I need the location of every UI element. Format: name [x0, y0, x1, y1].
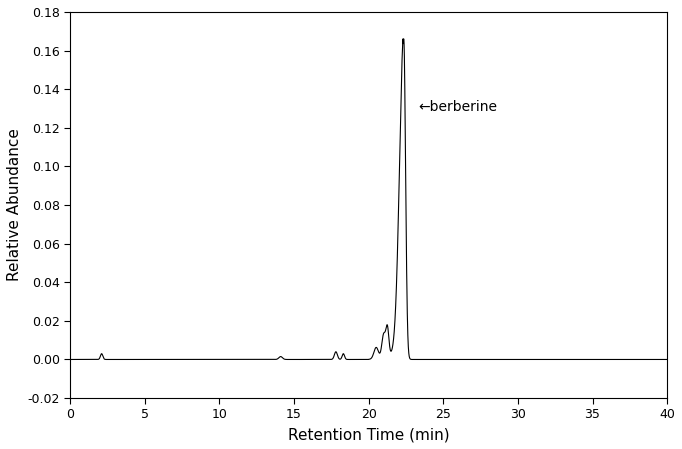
Y-axis label: Relative Abundance: Relative Abundance — [7, 128, 22, 282]
Text: ←berberine: ←berberine — [418, 100, 497, 114]
X-axis label: Retention Time (min): Retention Time (min) — [288, 427, 449, 442]
